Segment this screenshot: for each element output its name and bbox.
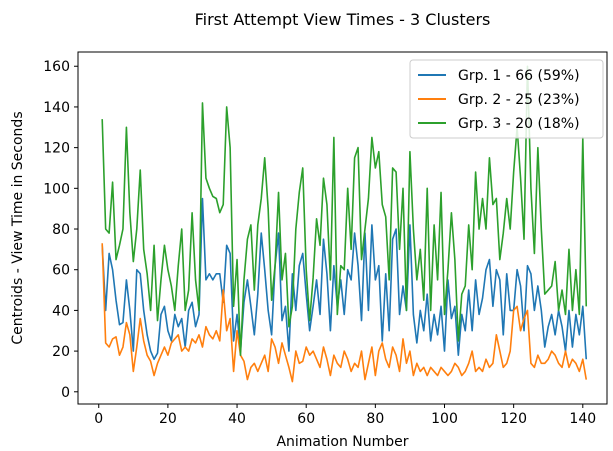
y-axis: 0 20 40 60 80 100 120 140 160: [43, 59, 78, 401]
series-line-1: [101, 197, 588, 361]
chart-title: First Attempt View Times - 3 Clusters: [195, 10, 491, 29]
x-tick-label: 20: [159, 411, 177, 427]
x-tick-label: 120: [500, 411, 527, 427]
y-tick-label: 60: [52, 263, 70, 279]
y-tick-label: 20: [52, 344, 70, 360]
series-line-3: [101, 65, 588, 356]
x-tick-label: 40: [228, 411, 246, 427]
legend-box: [409, 59, 604, 139]
y-tick-label: 40: [52, 303, 70, 319]
y-tick-label: 80: [52, 222, 70, 238]
x-tick-label: 0: [94, 411, 103, 427]
x-axis: 0 20 40 60 80 100 120 140: [94, 404, 596, 427]
x-axis-label: Animation Number: [276, 434, 408, 450]
series-lines: [101, 65, 588, 383]
y-tick-label: 0: [61, 385, 70, 401]
x-tick-label: 60: [297, 411, 315, 427]
x-tick-label: 140: [569, 411, 596, 427]
plot-frame: [77, 51, 608, 405]
y-tick-label: 140: [43, 100, 70, 116]
y-tick-label: 160: [43, 59, 70, 75]
y-tick-label: 100: [43, 181, 70, 197]
legend: Grp. 1 - 66 (59%) Grp. 2 - 25 (23%) Grp. 3…: [409, 59, 604, 139]
y-tick-label: 120: [43, 141, 70, 157]
series-line-2: [101, 243, 588, 383]
legend-label: Grp. 2 - 25 (23%): [458, 92, 580, 108]
legend-label: Grp. 1 - 66 (59%): [458, 68, 580, 84]
x-tick-label: 100: [431, 411, 458, 427]
x-tick-label: 80: [366, 411, 384, 427]
legend-label: Grp. 3 - 20 (18%): [458, 116, 580, 132]
y-axis-label: Centroids - View Time in Seconds: [10, 111, 26, 344]
plot-area: [77, 51, 608, 405]
